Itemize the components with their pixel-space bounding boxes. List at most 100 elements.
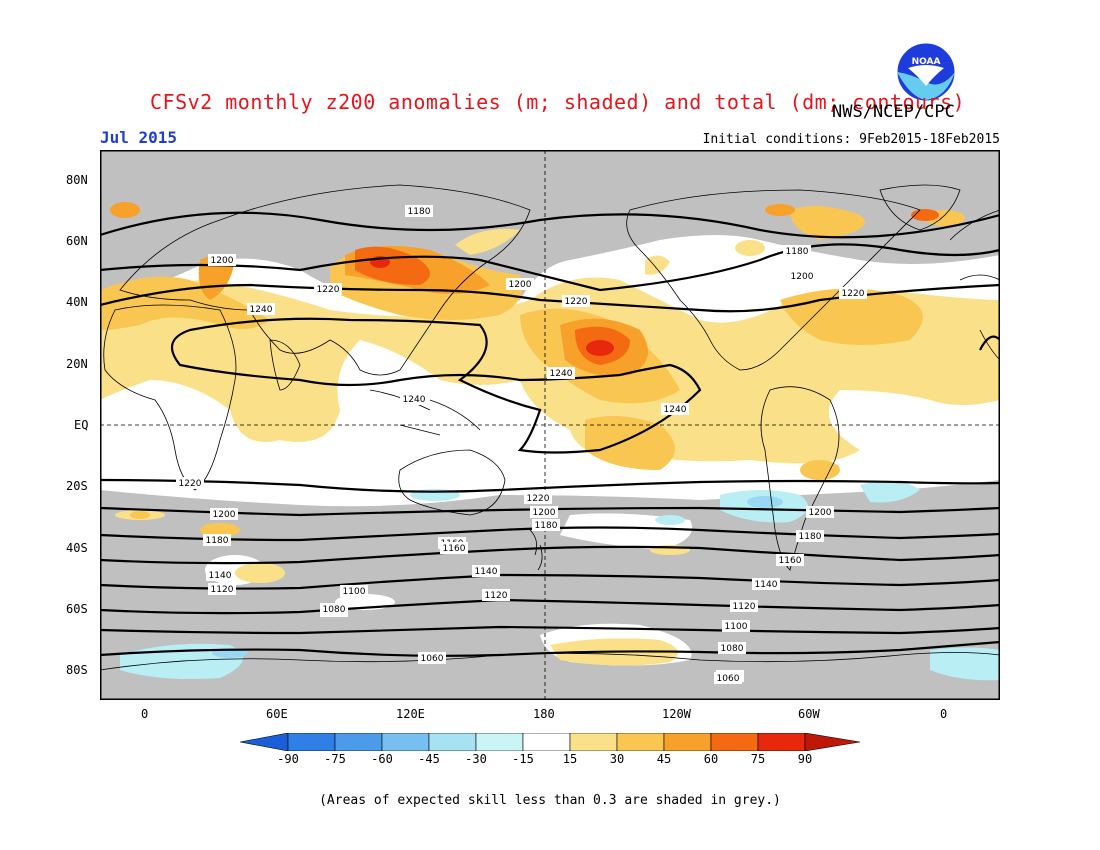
lat-label: 20N	[66, 357, 88, 371]
contour-label-text: 1200	[211, 256, 234, 266]
contour-label: 1200	[210, 508, 238, 520]
lat-label: 60S	[66, 602, 88, 616]
contour-label-text: 1200	[213, 510, 236, 520]
contour-label-text: 1140	[755, 580, 778, 590]
contour-label: 1200	[788, 270, 816, 282]
lon-label: 60E	[266, 707, 288, 721]
contour-label: 1140	[206, 569, 234, 581]
contour-label: 1180	[203, 534, 231, 546]
contour-label-text: 1180	[206, 536, 229, 546]
colorbar-label: 45	[656, 752, 672, 766]
contour-label-text: 1200	[809, 508, 832, 518]
contour-label: 1100	[340, 585, 368, 597]
contour-label-text: 1160	[779, 556, 802, 566]
contour-label-text: 1240	[664, 405, 687, 415]
contour-label: 1220	[176, 477, 204, 489]
contour-label-text: 1200	[509, 280, 532, 290]
contour-label: 1220	[314, 283, 342, 295]
colorbar-bin	[663, 733, 712, 751]
colorbar-bin	[522, 733, 571, 751]
lon-label: 120W	[662, 707, 691, 721]
contour-label-text: 1240	[550, 369, 573, 379]
colorbar-label: 30	[609, 752, 625, 766]
contour-label-text: 1120	[211, 585, 234, 595]
colorbar-label: -15	[512, 752, 534, 766]
contour-label-text: 1100	[343, 587, 366, 597]
contour-label: 1060	[714, 672, 742, 684]
contour-label: 1100	[722, 620, 750, 632]
contour-label: 1140	[752, 578, 780, 590]
lon-label: 180	[533, 707, 555, 721]
contour-label-text: 1180	[799, 532, 822, 542]
contour-label-text: 1060	[717, 674, 740, 684]
contour-label: 1120	[208, 583, 236, 595]
colorbar-bin	[569, 733, 618, 751]
contour-label: 1180	[796, 530, 824, 542]
colorbar-arrow-left	[240, 733, 289, 751]
contour-label-group: 1180 1200 1220 1240 1240 1240 1220 1200 …	[176, 205, 867, 684]
contour-label-text: 1100	[725, 622, 748, 632]
colorbar-label: -60	[371, 752, 393, 766]
contour-label-text: 1240	[250, 305, 273, 315]
contour-label: 1120	[730, 600, 758, 612]
lon-label: 0	[940, 707, 948, 721]
contour-label-text: 1180	[408, 207, 431, 217]
lat-label: EQ	[74, 418, 89, 432]
contour-label-text: 1220	[565, 297, 588, 307]
contour-label: 1080	[718, 642, 746, 654]
contour-label: 1200	[208, 254, 236, 266]
lat-label: 40N	[66, 295, 88, 309]
colorbar-label: -30	[465, 752, 487, 766]
contour-label: 1180	[783, 245, 811, 257]
colorbar-label: 15	[562, 752, 578, 766]
colorbar-label: -90	[277, 752, 299, 766]
colorbar	[240, 733, 861, 751]
contour-label-text: 1220	[179, 479, 202, 489]
contour-label-text: 1120	[733, 602, 756, 612]
colorbar-bin	[757, 733, 806, 751]
colorbar-bin	[334, 733, 383, 751]
contour-label-text: 1200	[533, 508, 556, 518]
contour-label: 1220	[839, 287, 867, 299]
colorbar-label: -45	[418, 752, 440, 766]
contour-label: 1140	[472, 565, 500, 577]
contour-label-text: 1200	[791, 272, 814, 282]
contour-label-text: 1060	[421, 654, 444, 664]
contour-label-text: 1120	[485, 591, 508, 601]
colorbar-label: 60	[703, 752, 719, 766]
colorbar-bin	[616, 733, 665, 751]
contour-label: 1200	[506, 278, 534, 290]
colorbar-bin	[475, 733, 524, 751]
contour-label: 1240	[661, 403, 689, 415]
contour-label: 1080	[320, 603, 348, 615]
contour-label-text: 1080	[323, 605, 346, 615]
contour-label: 1180	[405, 205, 433, 217]
contour-label: 1220	[524, 492, 552, 504]
contour-label-text: 1220	[527, 494, 550, 504]
lon-label: 0	[141, 707, 149, 721]
contour-label: 1240	[247, 303, 275, 315]
colorbar-label: 75	[750, 752, 766, 766]
contour-label-text: 1240	[403, 395, 426, 405]
contour-label-text: 1140	[475, 567, 498, 577]
colorbar-arrow-right	[804, 733, 861, 751]
low-skill-grey-areas	[100, 150, 1000, 700]
contour-label: 1200	[530, 506, 558, 518]
height-contours	[100, 211, 1000, 657]
graticule	[100, 150, 1000, 700]
colorbar-bin	[710, 733, 759, 751]
lat-label: 40S	[66, 541, 88, 555]
lat-label: 80S	[66, 663, 88, 677]
contour-label-text: 1220	[317, 285, 340, 295]
logo-text: NOAA	[912, 57, 941, 67]
colorbar-bin	[428, 733, 477, 751]
forecast-period: Jul 2015	[100, 128, 178, 147]
contour-label-text: 1180	[535, 521, 558, 531]
contour-label-text: 1140	[209, 571, 232, 581]
contour-label-text: 1160	[443, 544, 466, 554]
contour-label: 1120	[482, 589, 510, 601]
noaa-logo: NOAA	[896, 42, 956, 102]
colorbar-label: -75	[324, 752, 346, 766]
contour-label-text: 1180	[786, 247, 809, 257]
colorbar-label: 90	[797, 752, 813, 766]
